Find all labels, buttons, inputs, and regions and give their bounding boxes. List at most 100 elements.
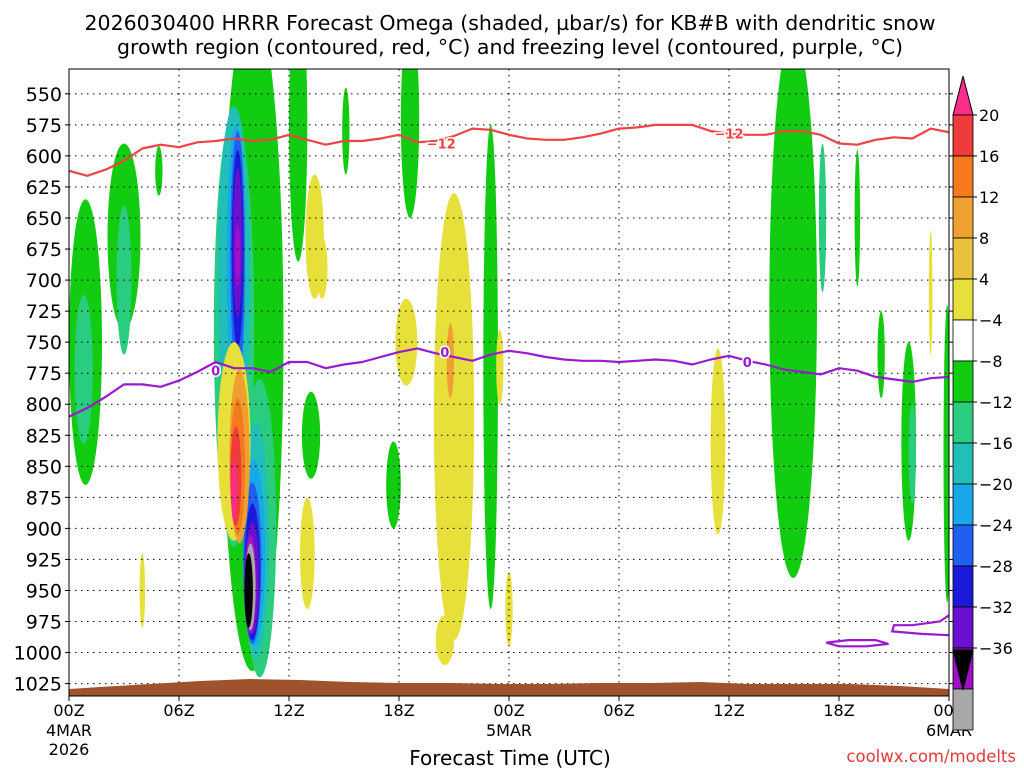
x-tick-label-30: 06Z [603,701,634,720]
y-tick-label-950: 950 [26,580,62,602]
contours [69,123,949,648]
colorbar-cell-4 [952,237,974,280]
contour-line-1 [69,347,949,418]
omega-blob-0-12 [877,311,885,399]
omega-blob-10-2 [300,497,315,610]
contour-label-1-2: 0 [743,356,752,371]
y-tick-label-900: 900 [26,518,62,540]
x-tick-label-42: 18Z [823,701,854,720]
omega-blob-0-8 [386,441,401,529]
colorbar-label-12: −32 [979,598,1013,617]
x-axis-label: Forecast Time (UTC) [409,746,611,768]
y-tick-label-725: 725 [26,301,62,323]
omega-blob-1-4 [818,143,827,293]
omega-blob-1-0 [74,294,93,444]
contour-line-0 [69,123,949,177]
colorbar-label-7: −12 [979,393,1013,412]
y-tick-label-675: 675 [26,239,62,261]
omega-blob-10-11 [928,230,933,355]
colorbar-cell-7 [952,360,974,403]
y-tick-label-850: 850 [26,456,62,478]
x-tick-year-0: 2026 [49,740,90,759]
colorbar-label-1: 16 [979,147,999,166]
y-tick-label-975: 975 [26,612,62,634]
colorbar-label-5: −4 [979,311,1003,330]
y-tick-label-550: 550 [26,84,62,106]
y-tick-label-575: 575 [26,115,62,137]
chart-title-line-1: 2026030400 HRRR Forecast Omega (shaded, … [85,11,936,35]
omega-blob-7-0 [234,224,241,287]
y-tick-label-600: 600 [26,146,62,168]
omega-blob-10-8 [496,329,504,405]
x-tick-label-18: 18Z [383,701,414,720]
contour-label-0-1: −12 [715,128,744,143]
x-tick-label-36: 12Z [713,701,744,720]
omega-blob-1-5 [908,404,916,504]
x-tick-label-0: 00Z [53,701,84,720]
omega-blob-11-1 [446,323,455,399]
omega-blob-0-5 [342,87,350,175]
watermark-text: coolwx.com/modelts [846,747,1016,766]
colorbar-cell-1 [952,114,974,157]
colorbar: 20 16 12 8 4 −4 −8 −12 −16 −20 −24 −28 −32 −36 [952,75,1013,731]
y-tick-label-800: 800 [26,394,62,416]
freezing-contour-ring [825,639,889,648]
omega-blob-0-11 [854,149,861,287]
omega-blob-10-4 [316,236,328,299]
omega-blob-10-10 [710,348,726,535]
x-tick-date-24: 5MAR [486,721,532,740]
colorbar-cell-9 [952,442,974,485]
y-tick-label-825: 825 [26,425,62,447]
y-tick-label-1000: 1000 [14,643,62,665]
omega-blob-10-6 [433,193,475,641]
colorbar-cell-5 [952,278,974,321]
omega-blob-0-14 [943,304,949,603]
y-tick-label-750: 750 [26,332,62,354]
colorbar-cell-10 [952,483,974,526]
colorbar-label-0: 20 [979,106,999,125]
colorbar-label-3: 8 [979,229,989,248]
x-tick-label-6: 06Z [163,701,194,720]
contour-label-0-0: −12 [427,137,456,152]
y-tick-label-925: 925 [26,549,62,571]
colorbar-label-13: −36 [979,639,1013,658]
colorbar-cell-3 [952,196,974,239]
omega-blob-0-9 [483,124,498,610]
contour-labels: −12 −12 0 0 0 [210,126,754,381]
omega-blob-9-0 [244,553,253,628]
contour-label-1-1: 0 [440,346,449,361]
omega-shading [69,69,949,678]
freezing-contour-line [890,614,949,637]
grid-lines [69,69,949,696]
x-tick-date-0: 4MAR [46,721,92,740]
y-tick-label-650: 650 [26,208,62,230]
colorbar-cell-12 [952,565,974,608]
colorbar-bottom-arrow [952,649,974,691]
plot-area [69,69,949,696]
y-tick-label-700: 700 [26,270,62,292]
colorbar-cell-2 [952,155,974,198]
terrain-surface [69,679,949,696]
colorbar-label-6: −8 [979,352,1003,371]
omega-blob-0-7 [301,391,321,479]
colorbar-label-11: −28 [979,557,1013,576]
colorbar-label-10: −24 [979,516,1013,535]
y-tick-label-875: 875 [26,487,62,509]
colorbar-cell-6 [952,319,974,362]
y-tick-label-775: 775 [26,363,62,385]
colorbar-cell-8 [952,401,974,444]
contour-label-1-0: 0 [211,365,220,380]
x-tick-label-12: 12Z [273,701,304,720]
colorbar-cell-15 [952,688,974,731]
omega-blob-10-7 [435,615,455,665]
omega-blob-0-10 [769,69,817,578]
x-tick-label-24: 00Z [493,701,524,720]
omega-blob-14-0 [231,460,237,523]
colorbar-label-2: 12 [979,188,999,207]
y-axis: 550 575 600 625 650 675 700 725 750 775 800 825 850 8… [14,84,953,696]
colorbar-cell-13 [952,606,974,649]
colorbar-cell-11 [952,524,974,567]
omega-blob-0-6 [400,69,420,218]
